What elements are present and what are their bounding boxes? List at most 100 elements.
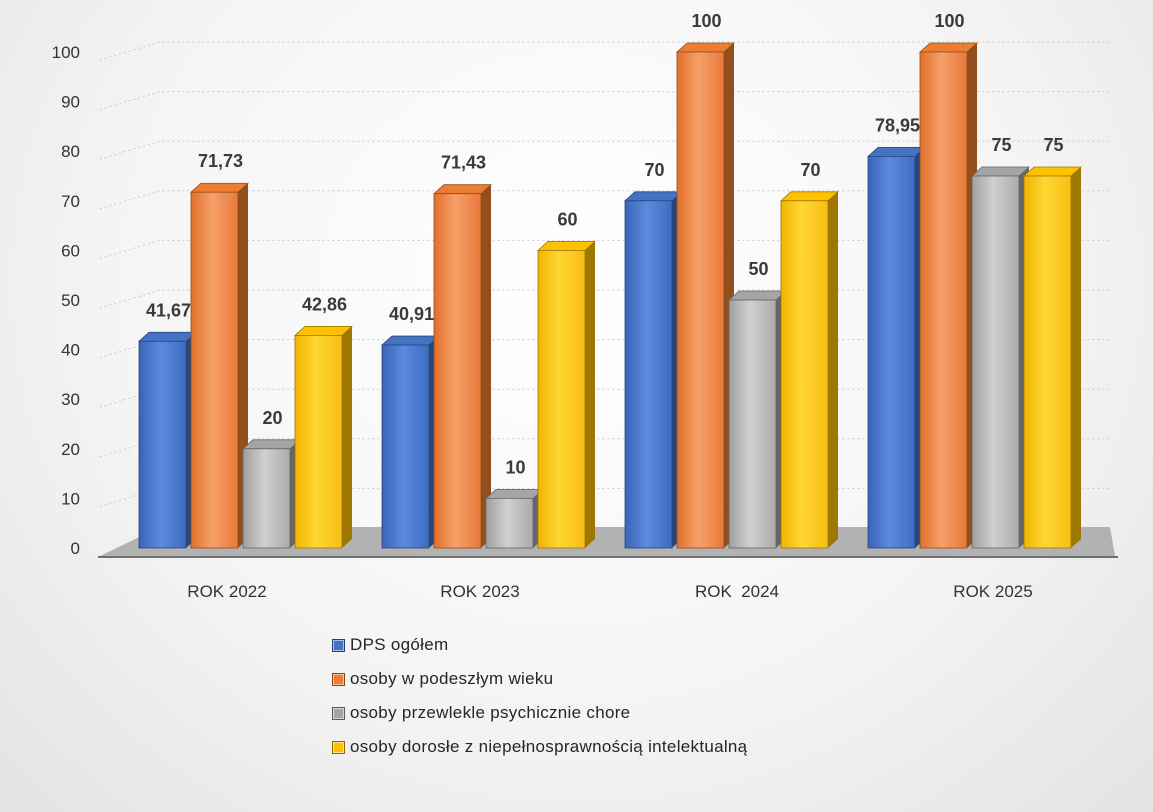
bar-front <box>728 299 777 549</box>
gridline <box>99 190 1110 210</box>
chart-floor <box>100 527 1115 556</box>
bar-front <box>624 200 673 549</box>
data-label: 60 <box>557 209 577 229</box>
gridline <box>99 41 1110 61</box>
data-label: 50 <box>748 259 768 279</box>
bar-top <box>484 488 545 499</box>
legend-item: osoby dorosłe z niepełnosprawnością inte… <box>332 737 748 756</box>
bar <box>970 166 1031 549</box>
bar <box>536 240 597 549</box>
data-label: 71,73 <box>198 151 243 171</box>
y-tick-label: 40 <box>61 341 80 360</box>
data-label: 41,67 <box>146 300 191 320</box>
bar-front <box>433 193 482 549</box>
bar-front <box>919 51 968 549</box>
y-tick-label: 70 <box>61 192 80 211</box>
bar-top <box>380 335 441 346</box>
y-tick-label: 90 <box>61 93 80 112</box>
bar <box>432 184 493 549</box>
bar-front <box>138 340 187 549</box>
bar-side <box>585 241 595 548</box>
legend-label: DPS ogółem <box>350 635 449 654</box>
legend-item: DPS ogółem <box>332 635 747 654</box>
y-tick-label: 20 <box>61 440 80 459</box>
legend-label: osoby przewlekle psychicznie chore <box>350 703 631 722</box>
bar-front <box>971 175 1020 549</box>
bar-front <box>780 200 829 549</box>
bar-front <box>1023 175 1072 549</box>
data-label: 100 <box>691 11 721 31</box>
data-label: 75 <box>991 135 1011 155</box>
gridline <box>99 140 1110 160</box>
bar <box>293 326 354 549</box>
bar-front <box>242 448 291 549</box>
bar-side <box>1071 167 1081 548</box>
bar-side <box>481 184 491 548</box>
bar-top <box>137 331 198 342</box>
legend-swatch <box>332 706 345 720</box>
bar-top <box>970 166 1031 177</box>
bar <box>241 439 302 549</box>
y-tick-label: 30 <box>61 390 80 409</box>
legend-swatch <box>332 672 345 686</box>
bar <box>675 42 736 549</box>
bar-front <box>190 191 239 549</box>
data-label: 100 <box>934 11 964 31</box>
bar-front <box>381 344 430 549</box>
bar-top <box>623 191 684 202</box>
x-tick-label: ROK 2023 <box>440 582 519 601</box>
bar-top <box>779 191 840 202</box>
y-tick-label: 100 <box>52 43 80 62</box>
bar-top <box>293 326 354 336</box>
y-tick-label: 0 <box>71 539 80 558</box>
x-tick-label: ROK 2024 <box>695 582 779 601</box>
bar-top <box>536 240 597 251</box>
x-tick-label: ROK 2022 <box>187 582 266 601</box>
bar-side <box>828 191 838 549</box>
data-label: 75 <box>1043 135 1063 155</box>
bar <box>866 147 927 549</box>
y-tick-label: 10 <box>61 489 80 508</box>
bar-top <box>918 42 979 53</box>
bar-top <box>189 182 250 193</box>
bar-top <box>866 147 927 157</box>
legend-swatch <box>332 638 345 652</box>
data-label: 78,95 <box>875 115 920 135</box>
data-label: 42,86 <box>302 294 347 314</box>
bar <box>484 488 545 549</box>
y-tick-label: 50 <box>61 291 80 310</box>
legend-swatch <box>332 740 345 754</box>
bar <box>137 331 198 549</box>
legend-label: osoby dorosłe z niepełnosprawnością inte… <box>350 737 748 756</box>
data-label: 70 <box>800 160 820 180</box>
bar <box>918 42 979 549</box>
legend: DPS ogółem osoby w podeszłym wieku osoby p… <box>332 635 748 756</box>
y-tick-label: 80 <box>61 142 80 161</box>
data-label: 20 <box>262 408 282 428</box>
gridline <box>99 91 1110 111</box>
bar-top <box>727 290 788 301</box>
bar <box>189 182 250 549</box>
data-label: 70 <box>644 160 664 180</box>
bar <box>380 335 441 549</box>
bar <box>623 191 684 549</box>
legend-label: osoby w podeszłym wieku <box>350 669 554 688</box>
bar-top <box>432 184 493 195</box>
legend-item: osoby przewlekle psychicznie chore <box>332 703 747 722</box>
bar <box>727 290 788 549</box>
bar-top <box>675 42 736 53</box>
legend-item: osoby w podeszłym wieku <box>332 669 747 688</box>
bar <box>779 191 840 549</box>
bar-front <box>485 497 534 549</box>
bar-top <box>1022 166 1083 177</box>
x-tick-label: ROK 2025 <box>953 582 1032 601</box>
bar-front <box>537 249 586 549</box>
bar-front <box>867 156 916 549</box>
y-tick-label: 60 <box>61 241 80 260</box>
data-label: 10 <box>505 457 525 477</box>
data-label: 71,43 <box>441 153 486 173</box>
data-label: 40,91 <box>389 304 434 324</box>
bar-front <box>676 51 725 549</box>
